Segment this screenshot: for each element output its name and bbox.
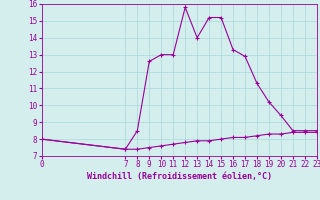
- X-axis label: Windchill (Refroidissement éolien,°C): Windchill (Refroidissement éolien,°C): [87, 172, 272, 181]
